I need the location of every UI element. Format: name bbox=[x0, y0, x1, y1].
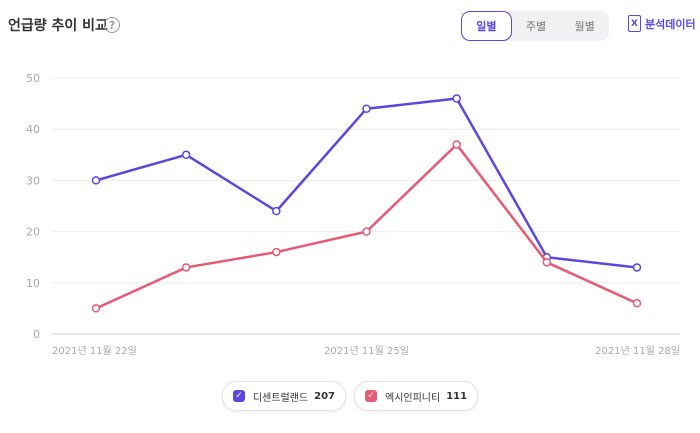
chart-legend: ✓ 디센트럴랜드 207 ✓ 엑시인피니티 111 bbox=[0, 381, 700, 411]
data-point bbox=[452, 140, 461, 149]
legend-item-axie-infinity[interactable]: ✓ 엑시인피니티 111 bbox=[354, 381, 479, 411]
data-point bbox=[91, 176, 101, 185]
data-point bbox=[362, 227, 371, 236]
data-point bbox=[542, 258, 552, 267]
series-line-0 bbox=[95, 97, 638, 269]
legend-count: 111 bbox=[446, 390, 468, 402]
data-point bbox=[362, 104, 371, 113]
data-point bbox=[632, 263, 642, 272]
y-tick-label: 20 bbox=[26, 226, 40, 239]
y-tick-label: 0 bbox=[33, 328, 40, 341]
data-point bbox=[91, 304, 101, 313]
y-tick-label: 40 bbox=[26, 123, 40, 136]
period-toggle: 일별 주별 월별 bbox=[461, 11, 609, 41]
data-point bbox=[632, 299, 642, 308]
export-data-label: 분석데이터 bbox=[645, 17, 696, 31]
export-data-button[interactable]: X 분석데이터 bbox=[628, 15, 696, 32]
y-tick-label: 10 bbox=[26, 277, 40, 290]
legend-count: 207 bbox=[314, 390, 335, 402]
data-point bbox=[181, 150, 191, 160]
legend-label: 엑시인피니티 bbox=[385, 392, 441, 404]
x-tick-label: 2021년 11월 28일 bbox=[595, 345, 680, 357]
data-point bbox=[181, 263, 191, 272]
y-tick-label: 30 bbox=[26, 174, 40, 187]
y-tick-label: 50 bbox=[26, 72, 40, 85]
data-point bbox=[272, 247, 281, 257]
help-icon[interactable]: ? bbox=[104, 17, 120, 33]
x-tick-label: 2021년 11월 25일 bbox=[324, 345, 409, 357]
checkbox-icon: ✓ bbox=[232, 390, 245, 402]
x-tick-label: 2021년 11월 22일 bbox=[52, 345, 137, 357]
period-daily-button[interactable]: 일별 bbox=[461, 11, 512, 41]
data-point bbox=[452, 94, 461, 103]
period-monthly-button[interactable]: 월별 bbox=[574, 20, 595, 33]
legend-label: 디센트럴랜드 bbox=[252, 392, 309, 404]
series-line-1 bbox=[95, 143, 638, 310]
period-weekly-button[interactable]: 주별 bbox=[525, 20, 547, 33]
checkbox-icon: ✓ bbox=[365, 390, 377, 402]
data-point bbox=[272, 206, 281, 216]
excel-icon: X bbox=[628, 15, 641, 32]
legend-item-decentraland[interactable]: ✓ 디센트럴랜드 207 bbox=[221, 381, 346, 411]
chart-title: 언급량 추이 비교 bbox=[8, 18, 108, 34]
